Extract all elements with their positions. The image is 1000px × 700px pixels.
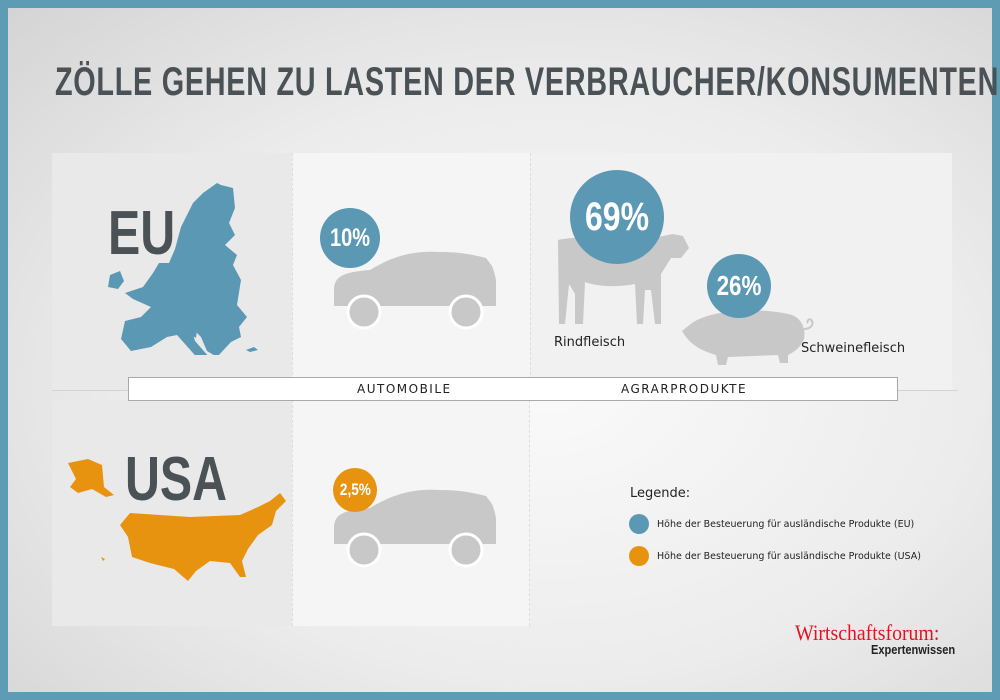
category-bar: AUTOMOBILE AGRARPRODUKTE xyxy=(128,377,898,401)
legend-title: Legende: xyxy=(630,486,691,501)
value-badge-usa-auto: 2,5% xyxy=(333,468,377,512)
value-text: 69% xyxy=(584,194,650,239)
car-icon xyxy=(334,489,496,568)
value-text: 26% xyxy=(716,270,762,301)
usa-map-icon xyxy=(68,459,286,581)
pork-label: Schweinefleisch xyxy=(801,341,906,356)
category-agrar: AGRARPRODUKTE xyxy=(621,382,748,396)
legend-swatch xyxy=(629,546,649,566)
legend-label: Höhe der Besteuerung für ausländische Pr… xyxy=(657,550,921,562)
eu-map-icon xyxy=(108,183,258,355)
value-badge-eu-beef: 69% xyxy=(570,170,664,264)
legend-swatch xyxy=(629,514,649,534)
legend-label: Höhe der Besteuerung für ausländische Pr… xyxy=(657,518,915,530)
value-badge-eu-pork: 26% xyxy=(707,254,771,318)
page-title: ZÖLLE GEHEN ZU LASTEN DER VERBRAUCHER/KO… xyxy=(55,60,1000,104)
legend-item-usa: Höhe der Besteuerung für ausländische Pr… xyxy=(629,546,921,566)
infographic: ZÖLLE GEHEN ZU LASTEN DER VERBRAUCHER/KO… xyxy=(8,8,998,692)
value-badge-eu-auto: 10% xyxy=(320,208,380,268)
logo: Wirtschaftsforum: xyxy=(795,620,940,645)
category-auto: AUTOMOBILE xyxy=(357,382,452,396)
value-text: 10% xyxy=(329,223,371,252)
car-icon xyxy=(334,251,496,330)
legend-item-eu: Höhe der Besteuerung für ausländische Pr… xyxy=(629,514,914,534)
value-text: 2,5% xyxy=(339,480,371,499)
logo-tagline: Expertenwissen xyxy=(871,642,956,657)
eu-label: EU xyxy=(108,199,176,268)
usa-label: USA xyxy=(125,445,228,514)
beef-label: Rindfleisch xyxy=(554,335,626,350)
pig-icon xyxy=(682,310,814,365)
